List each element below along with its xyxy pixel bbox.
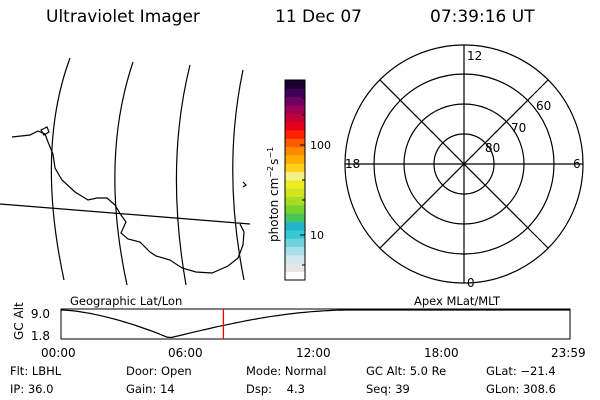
- alt-tick-1-8: 1.8: [31, 329, 50, 343]
- alt-axis-label: GC Alt: [12, 302, 26, 340]
- mlt-label-6: 6: [573, 157, 581, 171]
- color-bar-cell: [285, 221, 305, 231]
- color-bar-cell: [285, 163, 305, 173]
- color-bar-cell: [285, 255, 305, 264]
- mlt-label-18: 18: [345, 157, 360, 171]
- geographic-map: [0, 57, 251, 286]
- mlt-label-0: 0: [467, 276, 475, 290]
- polar-grid: 12 0 18 6 60 70 80: [344, 44, 584, 290]
- time-tick-0000: 00:00: [41, 346, 76, 360]
- filter-field: Flt: LBHL: [10, 364, 62, 378]
- altitude-plot: 9.0 1.8 GC Alt 00:00 06:00 12:00 18:00 2…: [12, 302, 586, 360]
- color-tick-10: 10: [310, 229, 324, 242]
- color-bar-cell: [285, 238, 305, 248]
- time-tick-1800: 18:00: [424, 346, 459, 360]
- geographic-panel-label: Geographic Lat/Lon: [70, 294, 183, 308]
- color-bar-cell: [285, 246, 305, 256]
- seq-field: Seq: 39: [366, 382, 410, 396]
- color-bar-cell: [285, 180, 305, 189]
- color-bar-cell: [285, 80, 305, 89]
- color-bar-cell: [285, 196, 305, 206]
- color-bar-unit-label: photon cm−2s−1: [266, 147, 281, 242]
- mlt-line-diagonal-2: [379, 79, 549, 249]
- color-bar-cell: [285, 155, 305, 164]
- time-tick-0600: 06:00: [168, 346, 203, 360]
- instrument-title: Ultraviolet Imager: [46, 7, 200, 27]
- color-bar-cell: [285, 138, 305, 148]
- color-bar-cell: [285, 121, 305, 131]
- coastline-island: [40, 126, 50, 136]
- color-bar-cell: [285, 146, 305, 156]
- longitude-line-4: [232, 69, 245, 281]
- color-bar-cell: [285, 188, 305, 198]
- longitude-line-3: [175, 64, 191, 286]
- color-bar-cell: [285, 96, 305, 106]
- glon-field: GLon: 308.6: [486, 382, 556, 396]
- observation-date: 11 Dec 07: [275, 7, 362, 27]
- lat-label-60: 60: [536, 99, 551, 113]
- color-bar-cell: [285, 171, 305, 181]
- color-tick-100: 100: [310, 139, 331, 152]
- gain-field: Gain: 14: [126, 382, 175, 396]
- time-tick-2359: 23:59: [551, 346, 586, 360]
- coastline-fragment: [242, 181, 247, 188]
- apex-panel-label: Apex MLat/MLT: [414, 294, 501, 308]
- mode-field: Mode: Normal: [246, 364, 327, 378]
- color-bar-cell: [285, 230, 305, 239]
- color-bar-cell: [285, 88, 305, 98]
- color-bar-cell: [285, 113, 305, 123]
- color-bar-cells: [285, 80, 305, 281]
- alt-tick-9: 9.0: [31, 307, 50, 321]
- color-scale: 100 10 photon cm−2s−1: [266, 79, 331, 281]
- observation-time: 07:39:16 UT: [430, 7, 535, 27]
- altitude-plot-frame: [60, 308, 571, 340]
- ip-field: IP: 36.0: [10, 382, 54, 396]
- time-tick-1200: 12:00: [296, 346, 331, 360]
- latitude-line: [0, 203, 251, 225]
- color-bar-cell: [285, 205, 305, 214]
- color-bar-cell: [285, 263, 305, 273]
- glat-field: GLat: −21.4: [486, 364, 556, 378]
- lat-label-70: 70: [511, 121, 526, 135]
- color-bar-cell: [285, 271, 305, 281]
- color-bar-ticks: [300, 97, 305, 266]
- dsp-field: Dsp: 4.3: [246, 382, 305, 396]
- altitude-curve: [60, 309, 570, 339]
- longitude-line-1: [50, 57, 71, 281]
- color-bar-cell: [285, 105, 305, 114]
- lat-label-80: 80: [485, 141, 500, 155]
- color-bar-cell: [285, 130, 305, 139]
- mlt-label-12: 12: [467, 49, 482, 63]
- coastline: [11, 130, 245, 274]
- longitude-line-2: [114, 61, 134, 286]
- door-field: Door: Open: [126, 364, 192, 378]
- color-bar-cell: [285, 213, 305, 223]
- gc-alt-field: GC Alt: 5.0 Re: [366, 364, 447, 378]
